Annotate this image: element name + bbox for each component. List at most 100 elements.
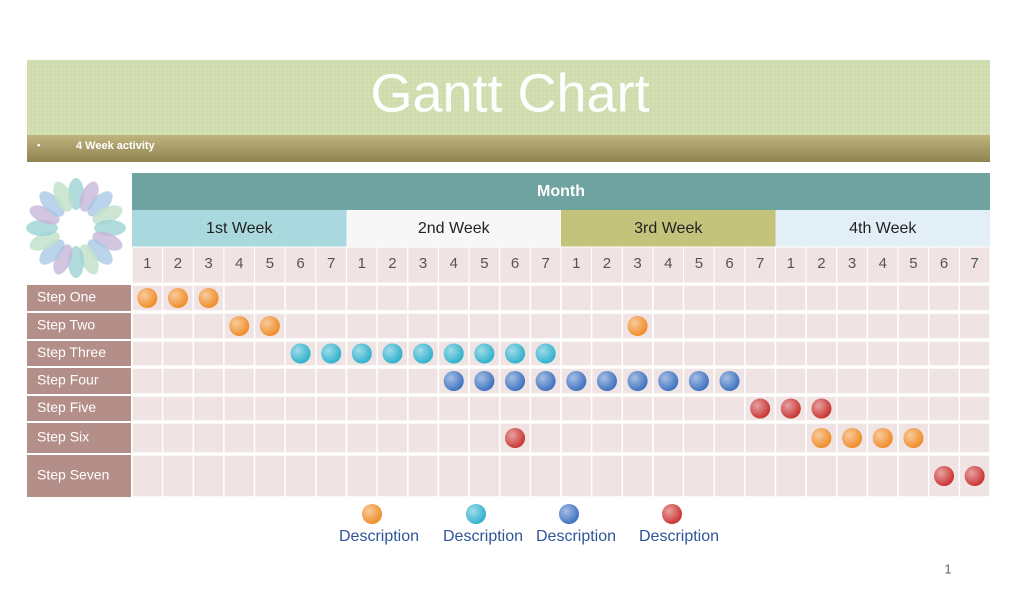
dot-shine <box>780 398 801 419</box>
cell <box>958 367 991 395</box>
day-cell <box>958 246 991 284</box>
cell <box>805 312 838 340</box>
cell <box>805 367 838 395</box>
cell <box>560 284 593 312</box>
week-header <box>346 210 561 247</box>
day-label: 6 <box>940 255 948 272</box>
petal <box>79 244 99 275</box>
day-label: 4 <box>664 255 672 272</box>
cell <box>652 422 685 454</box>
cell <box>223 395 256 422</box>
day-label: 2 <box>388 255 396 272</box>
day-label: 7 <box>327 255 335 272</box>
cell <box>376 454 409 498</box>
cell <box>927 395 961 422</box>
cell <box>958 312 991 340</box>
cell <box>774 422 807 454</box>
day-label: 6 <box>511 255 519 272</box>
day-cell <box>836 246 868 284</box>
dot-shine <box>259 316 280 336</box>
day-cell <box>897 246 930 284</box>
day-label: 2 <box>603 255 611 272</box>
dot-shine <box>505 343 526 364</box>
week-header <box>775 210 990 247</box>
dot-shine <box>137 288 158 308</box>
cell <box>682 395 715 422</box>
day-label: 3 <box>204 255 212 272</box>
cell <box>284 284 317 312</box>
cell <box>407 312 440 340</box>
cell <box>192 340 225 367</box>
cell <box>897 395 930 422</box>
cell <box>713 284 746 312</box>
legend-label: Description <box>536 528 616 545</box>
cell <box>744 340 777 367</box>
cell <box>927 422 961 454</box>
cell <box>161 422 195 454</box>
day-label: 1 <box>358 255 366 272</box>
step-label: Step Two <box>37 317 95 333</box>
cell <box>223 422 256 454</box>
day-label: 1 <box>572 255 580 272</box>
dot-shine <box>662 504 682 524</box>
cell <box>468 284 501 312</box>
cell <box>407 454 440 498</box>
cell <box>958 395 991 422</box>
gantt-table: Month 1st Week 1 2 3 4 5 6 7 2nd Week 1 2 3 4 5 6 7 3rd W… <box>27 173 991 498</box>
day-label: 6 <box>296 255 304 272</box>
cell <box>161 454 195 498</box>
cell <box>958 454 991 498</box>
dot-shine <box>443 371 464 391</box>
day-cell <box>346 246 378 284</box>
petal <box>39 239 65 265</box>
cell <box>836 284 869 312</box>
day-cell <box>254 246 286 284</box>
day-label: 3 <box>419 255 427 272</box>
cell <box>927 312 961 340</box>
cell <box>529 284 562 312</box>
cell <box>468 312 501 340</box>
day-label: 3 <box>633 255 641 272</box>
cell <box>897 340 930 367</box>
day-label: 1 <box>143 255 151 272</box>
cell <box>897 312 930 340</box>
cell <box>866 312 899 340</box>
cell <box>345 395 378 422</box>
step-label: Step One <box>37 289 96 305</box>
cell <box>376 312 409 340</box>
cell <box>131 422 164 454</box>
cell <box>621 284 654 312</box>
cell <box>315 284 348 312</box>
cell <box>866 454 899 498</box>
cell <box>713 395 746 422</box>
cell <box>407 284 440 312</box>
dot-shine <box>535 371 556 391</box>
cell <box>560 312 593 340</box>
legend: Description Description Description Descrip… <box>339 504 719 545</box>
dot-shine <box>351 343 372 364</box>
cell <box>161 340 195 367</box>
bullet: • <box>37 141 41 152</box>
step-label: Step Three <box>37 344 106 360</box>
day-label: 6 <box>725 255 733 272</box>
cell <box>897 284 930 312</box>
day-cell <box>315 246 348 284</box>
day-label: 4 <box>879 255 887 272</box>
cell <box>744 367 777 395</box>
cell <box>958 340 991 367</box>
dot-shine <box>903 428 924 448</box>
cell <box>407 395 440 422</box>
legend-label: Description <box>639 528 719 545</box>
month-label: Month <box>537 183 585 200</box>
cell <box>836 340 869 367</box>
cell <box>315 422 348 454</box>
dot-shine <box>229 316 250 336</box>
cell <box>682 284 715 312</box>
cell <box>805 284 838 312</box>
cell <box>468 395 501 422</box>
cell <box>437 422 470 454</box>
week-header <box>561 210 776 247</box>
cell <box>621 422 654 454</box>
cell <box>713 422 746 454</box>
cell <box>713 340 746 367</box>
